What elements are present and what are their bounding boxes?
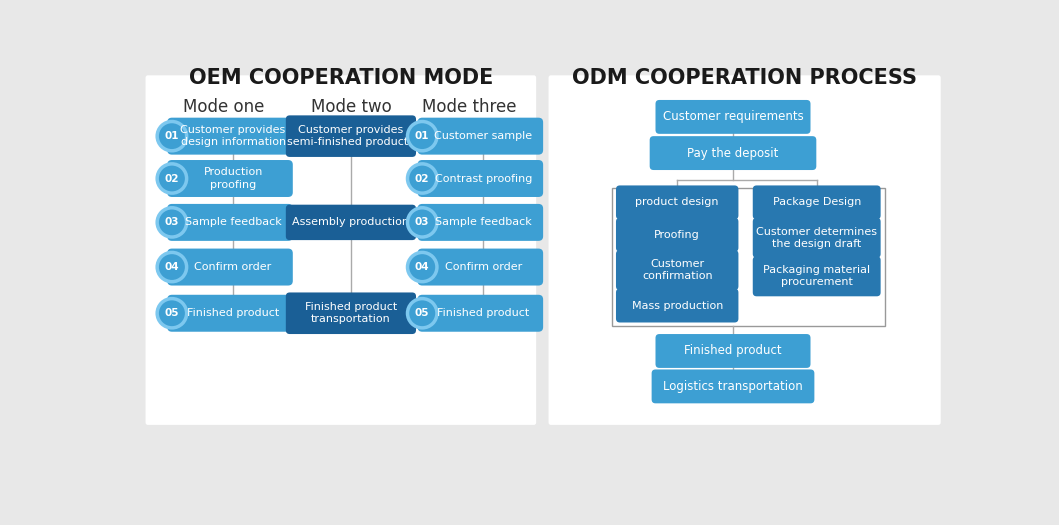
FancyBboxPatch shape [286,205,416,240]
Text: 05: 05 [164,308,179,318]
FancyBboxPatch shape [167,204,292,241]
Text: 05: 05 [415,308,430,318]
FancyBboxPatch shape [417,295,543,332]
FancyBboxPatch shape [286,116,416,157]
FancyBboxPatch shape [167,118,292,155]
FancyBboxPatch shape [417,204,543,241]
Circle shape [408,208,437,237]
FancyBboxPatch shape [656,100,810,134]
Circle shape [408,253,437,282]
FancyBboxPatch shape [753,185,881,219]
Text: 04: 04 [164,262,179,272]
FancyBboxPatch shape [145,75,536,425]
Text: Pay the deposit: Pay the deposit [687,146,778,160]
FancyBboxPatch shape [549,75,940,425]
Circle shape [157,208,186,237]
FancyBboxPatch shape [417,160,543,197]
Text: Customer sample: Customer sample [434,131,533,141]
FancyBboxPatch shape [286,292,416,334]
Circle shape [408,164,437,193]
FancyBboxPatch shape [656,334,810,368]
Text: Proofing: Proofing [654,230,700,240]
Circle shape [157,121,186,151]
FancyBboxPatch shape [417,118,543,155]
Circle shape [408,299,437,328]
Text: Finished product: Finished product [437,308,530,318]
Text: Confirm order: Confirm order [195,262,272,272]
Text: Mode two: Mode two [310,98,391,116]
FancyBboxPatch shape [649,136,816,170]
Circle shape [157,299,186,328]
Text: Mode three: Mode three [423,98,517,116]
FancyBboxPatch shape [417,248,543,286]
Text: Confirm order: Confirm order [445,262,522,272]
Text: OEM COOPERATION MODE: OEM COOPERATION MODE [189,68,493,88]
Text: Finished product
transportation: Finished product transportation [305,302,397,324]
Text: 02: 02 [164,173,179,184]
Text: ODM COOPERATION PROCESS: ODM COOPERATION PROCESS [572,68,917,88]
Text: Package Design: Package Design [772,197,861,207]
FancyBboxPatch shape [167,295,292,332]
Text: Finished product: Finished product [684,344,782,358]
Text: Packaging material
procurement: Packaging material procurement [764,265,870,288]
Text: Customer
confirmation: Customer confirmation [642,259,713,281]
Text: 03: 03 [415,217,430,227]
Text: Customer provides
design information: Customer provides design information [180,125,286,148]
Text: Assembly production: Assembly production [292,217,410,227]
Text: 03: 03 [164,217,179,227]
Text: Logistics transportation: Logistics transportation [663,380,803,393]
Text: Mass production: Mass production [631,300,723,311]
Bar [612,188,884,327]
FancyBboxPatch shape [616,185,738,219]
Text: Contrast proofing: Contrast proofing [435,173,532,184]
FancyBboxPatch shape [167,160,292,197]
Text: Mode one: Mode one [183,98,265,116]
Circle shape [157,164,186,193]
FancyBboxPatch shape [616,250,738,290]
Text: 02: 02 [415,173,430,184]
Text: Customer provides
semi-finished products: Customer provides semi-finished products [287,125,414,148]
Text: 01: 01 [415,131,430,141]
Text: Customer requirements: Customer requirements [663,110,804,123]
FancyBboxPatch shape [616,289,738,322]
Text: Finished product: Finished product [187,308,280,318]
Text: Production
proofing: Production proofing [203,167,263,190]
Circle shape [408,121,437,151]
Circle shape [157,253,186,282]
Text: 01: 01 [164,131,179,141]
Text: Sample feedback: Sample feedback [435,217,532,227]
FancyBboxPatch shape [651,370,814,403]
Text: product design: product design [635,197,719,207]
FancyBboxPatch shape [616,218,738,251]
FancyBboxPatch shape [167,248,292,286]
Text: Customer determines
the design draft: Customer determines the design draft [756,227,877,249]
FancyBboxPatch shape [753,218,881,258]
FancyBboxPatch shape [753,256,881,296]
Text: Sample feedback: Sample feedback [184,217,282,227]
Text: 04: 04 [415,262,430,272]
